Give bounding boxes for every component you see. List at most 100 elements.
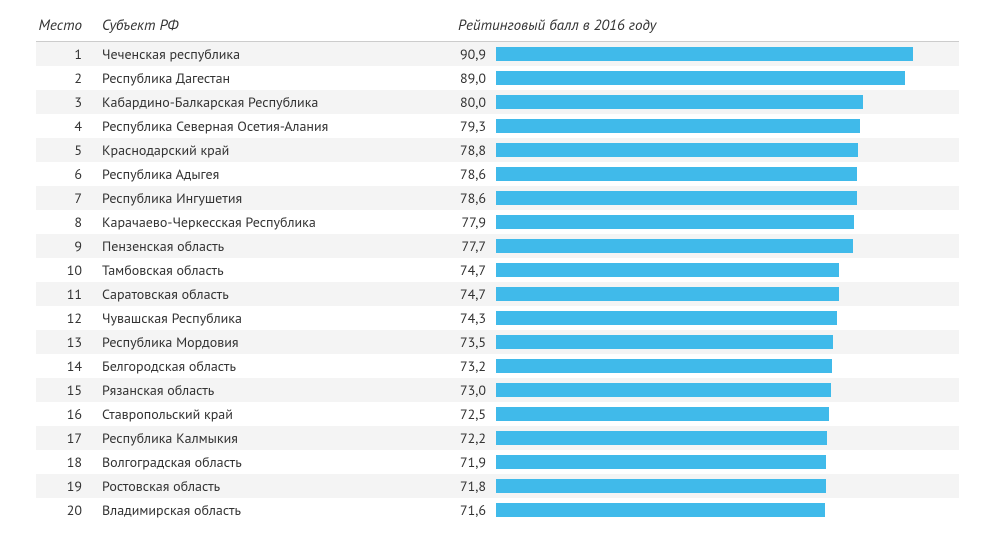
score-cell: 71,8 (448, 477, 496, 495)
rank-cell: 19 (36, 477, 98, 495)
table-row: 2Республика Дагестан89,0 (36, 66, 959, 90)
bar-cell (496, 95, 959, 109)
rank-cell: 14 (36, 357, 98, 375)
table-row: 13Республика Мордовия73,5 (36, 330, 959, 354)
bar-cell (496, 383, 959, 397)
table-row: 5Краснодарский край78,8 (36, 138, 959, 162)
ranking-table: Место Субъект РФ Рейтинговый балл в 2016… (36, 12, 959, 522)
score-cell: 78,6 (448, 189, 496, 207)
bar-cell (496, 407, 959, 421)
score-cell: 74,3 (448, 309, 496, 327)
bar-cell (496, 47, 959, 61)
score-bar (496, 287, 839, 301)
region-cell: Республика Ингушетия (98, 189, 448, 207)
score-bar (496, 119, 860, 133)
rank-cell: 11 (36, 285, 98, 303)
region-cell: Краснодарский край (98, 141, 448, 159)
rank-cell: 17 (36, 429, 98, 447)
rank-cell: 3 (36, 93, 98, 111)
score-cell: 89,0 (448, 69, 496, 87)
region-cell: Чувашская Республика (98, 309, 448, 327)
table-row: 4Республика Северная Осетия-Алания79,3 (36, 114, 959, 138)
table-row: 16Ставропольский край72,5 (36, 402, 959, 426)
rank-cell: 15 (36, 381, 98, 399)
score-bar (496, 383, 831, 397)
region-cell: Кабардино-Балкарская Республика (98, 93, 448, 111)
rank-cell: 9 (36, 237, 98, 255)
region-cell: Саратовская область (98, 285, 448, 303)
region-cell: Ростовская область (98, 477, 448, 495)
table-row: 8Карачаево-Черкесская Республика77,9 (36, 210, 959, 234)
region-cell: Ставропольский край (98, 405, 448, 423)
score-cell: 77,9 (448, 213, 496, 231)
bar-cell (496, 119, 959, 133)
bar-cell (496, 503, 959, 517)
score-cell: 73,2 (448, 357, 496, 375)
region-cell: Чеченская республика (98, 45, 448, 63)
score-bar (496, 359, 832, 373)
table-row: 6Республика Адыгея78,6 (36, 162, 959, 186)
rank-cell: 8 (36, 213, 98, 231)
table-body: 1Чеченская республика90,92Республика Даг… (36, 42, 959, 522)
table-row: 12Чувашская Республика74,3 (36, 306, 959, 330)
bar-cell (496, 143, 959, 157)
region-cell: Республика Мордовия (98, 333, 448, 351)
bar-cell (496, 167, 959, 181)
table-row: 19Ростовская область71,8 (36, 474, 959, 498)
region-cell: Республика Калмыкия (98, 429, 448, 447)
score-cell: 73,5 (448, 333, 496, 351)
bar-cell (496, 311, 959, 325)
header-rank: Место (36, 16, 98, 35)
score-bar (496, 143, 858, 157)
region-cell: Белгородская область (98, 357, 448, 375)
bar-cell (496, 479, 959, 493)
bar-cell (496, 263, 959, 277)
table-row: 10Тамбовская область74,7 (36, 258, 959, 282)
region-cell: Карачаево-Черкесская Республика (98, 213, 448, 231)
region-cell: Пензенская область (98, 237, 448, 255)
table-row: 14Белгородская область73,2 (36, 354, 959, 378)
score-cell: 74,7 (448, 285, 496, 303)
rank-cell: 18 (36, 453, 98, 471)
rank-cell: 5 (36, 141, 98, 159)
score-bar (496, 47, 913, 61)
score-cell: 80,0 (448, 93, 496, 111)
score-cell: 79,3 (448, 117, 496, 135)
score-bar (496, 239, 853, 253)
rank-cell: 13 (36, 333, 98, 351)
bar-cell (496, 239, 959, 253)
rank-cell: 2 (36, 69, 98, 87)
score-bar (496, 431, 827, 445)
score-cell: 72,5 (448, 405, 496, 423)
table-row: 20Владимирская область71,6 (36, 498, 959, 522)
score-bar (496, 311, 837, 325)
region-cell: Рязанская область (98, 381, 448, 399)
rank-cell: 6 (36, 165, 98, 183)
region-cell: Республика Адыгея (98, 165, 448, 183)
bar-cell (496, 431, 959, 445)
table-row: 15Рязанская область73,0 (36, 378, 959, 402)
rank-cell: 10 (36, 261, 98, 279)
score-cell: 73,0 (448, 381, 496, 399)
score-cell: 77,7 (448, 237, 496, 255)
header-score: Рейтинговый балл в 2016 году (448, 16, 959, 35)
bar-cell (496, 335, 959, 349)
region-cell: Республика Северная Осетия-Алания (98, 117, 448, 135)
score-bar (496, 407, 829, 421)
rank-cell: 20 (36, 501, 98, 519)
table-row: 9Пензенская область77,7 (36, 234, 959, 258)
score-bar (496, 191, 857, 205)
score-cell: 78,6 (448, 165, 496, 183)
score-cell: 74,7 (448, 261, 496, 279)
table-header: Место Субъект РФ Рейтинговый балл в 2016… (36, 12, 959, 42)
score-bar (496, 215, 854, 229)
region-cell: Тамбовская область (98, 261, 448, 279)
table-row: 11Саратовская область74,7 (36, 282, 959, 306)
score-cell: 90,9 (448, 45, 496, 63)
score-cell: 71,6 (448, 501, 496, 519)
table-row: 1Чеченская республика90,9 (36, 42, 959, 66)
rank-cell: 4 (36, 117, 98, 135)
score-bar (496, 71, 905, 85)
score-bar (496, 503, 825, 517)
score-cell: 78,8 (448, 141, 496, 159)
